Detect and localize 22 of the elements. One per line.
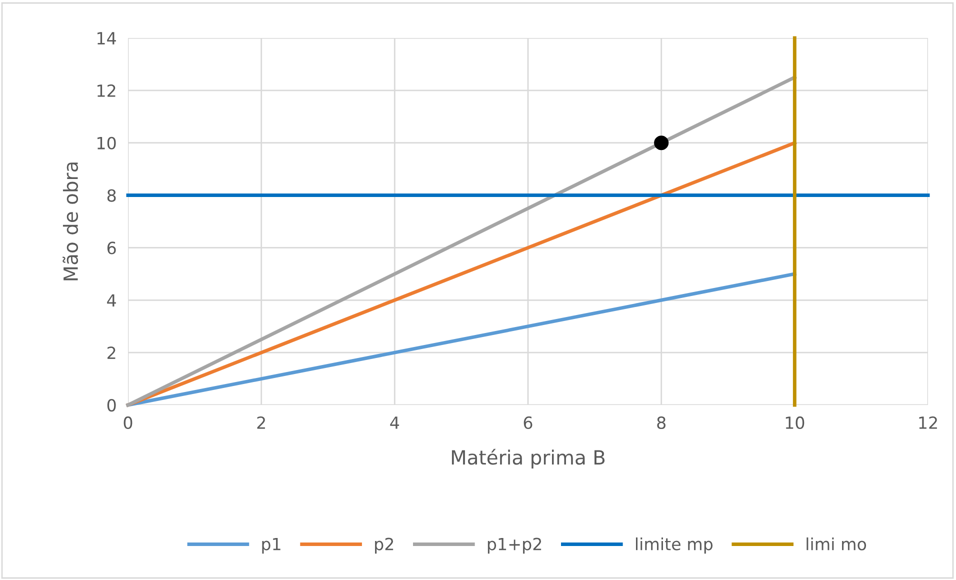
y-tick-label: 0 [107, 398, 116, 412]
x-tick-label: 0 [124, 416, 132, 430]
y-tick-label: 4 [107, 294, 116, 306]
legend-label: p1+p2 [488, 538, 542, 554]
x-tick-label: 8 [657, 416, 666, 430]
x-tick-label: 2 [257, 416, 265, 429]
x-tick-label: 4 [390, 416, 400, 429]
legend-label: p2 [375, 538, 394, 554]
legend-label: p1 [262, 538, 280, 554]
y-tick-label: 10 [98, 136, 116, 150]
y-tick-label: 12 [98, 84, 116, 97]
x-tick-label: 10 [786, 416, 804, 430]
y-tick-label: 14 [98, 32, 116, 44]
legend-label: limite mp [636, 537, 713, 554]
y-tick-label: 8 [107, 189, 116, 202]
x-tick-label: 12 [919, 416, 937, 429]
x-axis-title: Matéria prima B [452, 448, 605, 469]
legend-label: limi mo [806, 537, 866, 550]
x-tick-label: 6 [524, 416, 532, 430]
y-axis-title: Mão de obra [62, 162, 78, 280]
y-tick-label: 2 [108, 346, 116, 359]
y-tick-label: 6 [107, 242, 116, 254]
